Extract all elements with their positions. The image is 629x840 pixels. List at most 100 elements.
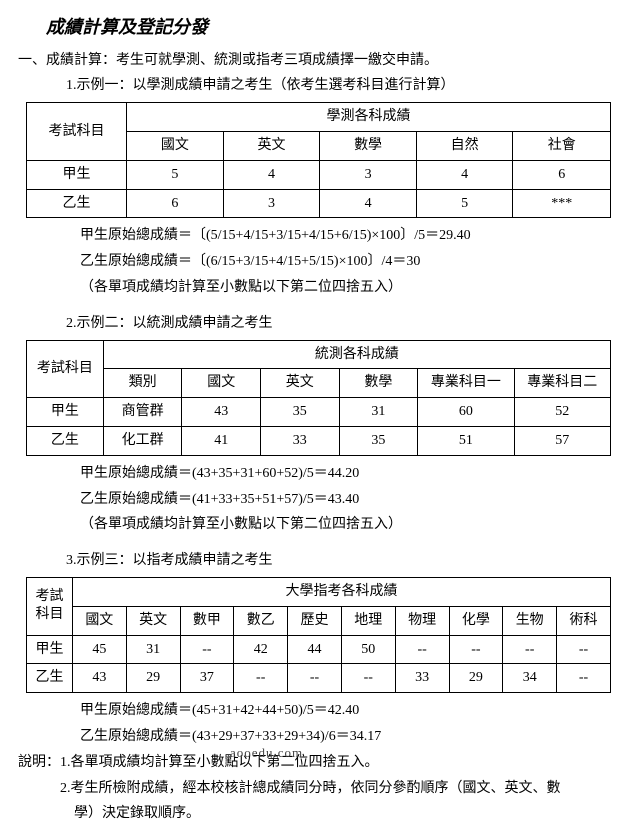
t2-rowlabel: 甲生 (27, 398, 104, 427)
t3-col: 生物 (503, 606, 557, 635)
example2-label: 2.示例二：以統測成績申請之考生 (18, 312, 611, 336)
t3-col-row: 國文 英文 數甲 數乙 歷史 地理 物理 化學 生物 術科 (27, 606, 611, 635)
t3-rowlabel: 乙生 (27, 664, 73, 693)
t2-cell: 33 (261, 426, 340, 455)
table-3: 考試科目 大學指考各科成績 國文 英文 數甲 數乙 歷史 地理 物理 化學 生物… (26, 577, 611, 693)
t2-col: 專業科目二 (514, 369, 610, 398)
t3-merge-header: 大學指考各科成績 (72, 577, 610, 606)
t2-merge-header: 統測各科成績 (103, 340, 610, 369)
ex2-calc1: 甲生原始總成績＝(43+35+31+60+52)/5＝44.20 (18, 462, 611, 486)
t3-cell: 33 (395, 664, 449, 693)
t3-col: 數乙 (234, 606, 288, 635)
ex1-note: （各單項成績均計算至小數點以下第二位四捨五入） (18, 276, 611, 300)
t1-cell: 5 (416, 189, 513, 218)
t3-sh-l2: 科目 (35, 607, 63, 622)
notes-2b: 學）決定錄取順序。 (18, 802, 611, 826)
t2-cell: 化工群 (103, 426, 182, 455)
t3-cell: 50 (341, 635, 395, 664)
t1-col: 數學 (320, 131, 417, 160)
t1-cell: 4 (416, 160, 513, 189)
t2-col: 國文 (182, 369, 261, 398)
t2-cell: 35 (261, 398, 340, 427)
t3-col: 歷史 (288, 606, 342, 635)
ex3-calc2: 乙生原始總成績＝(43+29+37+33+29+34)/6＝34.17 (18, 725, 611, 749)
t3-cell: 31 (126, 635, 180, 664)
ex1-calc2: 乙生原始總成績＝〔(6/15+3/15+4/15+5/15)×100〕/4＝30 (18, 250, 611, 274)
t1-cell: 5 (127, 160, 224, 189)
page-title: 成績計算及登記分發 (46, 12, 611, 43)
t1-cell: 4 (320, 189, 417, 218)
t2-cell: 60 (418, 398, 514, 427)
t2-rowlabel: 乙生 (27, 426, 104, 455)
notes-1: 說明：1.各單項成績均計算至小數點以下第二位四捨五入。 (18, 751, 611, 775)
t1-cell: 4 (223, 160, 320, 189)
notes-2a: 2.考生所檢附成績，經本校核計總成績同分時，依同分參酌順序（國文、英文、數 (18, 777, 611, 801)
t3-col: 術科 (557, 606, 611, 635)
t2-cell: 31 (339, 398, 418, 427)
t3-cell: 44 (288, 635, 342, 664)
ex2-note: （各單項成績均計算至小數點以下第二位四捨五入） (18, 513, 611, 537)
t3-rowlabel: 甲生 (27, 635, 73, 664)
t3-col: 國文 (72, 606, 126, 635)
t1-subject-header: 考試科目 (27, 103, 127, 161)
t3-cell: -- (557, 635, 611, 664)
t1-col: 國文 (127, 131, 224, 160)
watermark-text: aooedu.com (230, 742, 303, 764)
t1-col: 自然 (416, 131, 513, 160)
t3-cell: -- (395, 635, 449, 664)
table-row: 甲生 45 31 -- 42 44 50 -- -- -- -- (27, 635, 611, 664)
t2-cell: 商管群 (103, 398, 182, 427)
t2-cell: 57 (514, 426, 610, 455)
t2-col-row: 類別 國文 英文 數學 專業科目一 專業科目二 (27, 369, 611, 398)
t2-col: 類別 (103, 369, 182, 398)
table-row: 乙生 化工群 41 33 35 51 57 (27, 426, 611, 455)
t3-cell: 42 (234, 635, 288, 664)
t1-cell: 6 (513, 160, 611, 189)
table-1: 考試科目 學測各科成績 國文 英文 數學 自然 社會 甲生 5 4 3 4 6 … (26, 102, 611, 218)
t1-cell: 3 (223, 189, 320, 218)
t2-cell: 43 (182, 398, 261, 427)
t2-col: 數學 (339, 369, 418, 398)
t1-rowlabel: 甲生 (27, 160, 127, 189)
t2-col: 英文 (261, 369, 340, 398)
t2-cell: 51 (418, 426, 514, 455)
t3-cell: -- (234, 664, 288, 693)
t3-cell: 45 (72, 635, 126, 664)
t3-col: 英文 (126, 606, 180, 635)
t3-cell: -- (557, 664, 611, 693)
t3-cell: -- (180, 635, 234, 664)
t2-cell: 41 (182, 426, 261, 455)
table-row: 甲生 商管群 43 35 31 60 52 (27, 398, 611, 427)
t1-cell: *** (513, 189, 611, 218)
t2-cell: 35 (339, 426, 418, 455)
table-row: 甲生 5 4 3 4 6 (27, 160, 611, 189)
t1-cell: 3 (320, 160, 417, 189)
table-row: 乙生 6 3 4 5 *** (27, 189, 611, 218)
t3-cell: 34 (503, 664, 557, 693)
t3-cell: 43 (72, 664, 126, 693)
ex2-calc2: 乙生原始總成績＝(41+33+35+51+57)/5＝43.40 (18, 488, 611, 512)
t3-col: 物理 (395, 606, 449, 635)
t3-cell: -- (503, 635, 557, 664)
t3-col: 數甲 (180, 606, 234, 635)
ex1-calc1: 甲生原始總成績＝〔(5/15+4/15+3/15+4/15+6/15)×100〕… (18, 224, 611, 248)
t3-cell: 37 (180, 664, 234, 693)
t3-cell: -- (449, 635, 503, 664)
t1-rowlabel: 乙生 (27, 189, 127, 218)
ex3-calc1: 甲生原始總成績＝(45+31+42+44+50)/5＝42.40 (18, 699, 611, 723)
t3-col: 化學 (449, 606, 503, 635)
intro-text: 一、成績計算：考生可就學測、統測或指考三項成績擇一繳交申請。 (18, 49, 611, 73)
t3-subject-header: 考試科目 (27, 577, 73, 635)
t1-merge-header: 學測各科成績 (127, 103, 611, 132)
t3-cell: -- (341, 664, 395, 693)
t2-col: 專業科目一 (418, 369, 514, 398)
t3-cell: -- (288, 664, 342, 693)
t3-cell: 29 (126, 664, 180, 693)
table-2: 考試科目 統測各科成績 類別 國文 英文 數學 專業科目一 專業科目二 甲生 商… (26, 340, 611, 456)
t3-sh-l1: 考試 (35, 589, 63, 604)
t2-subject-header: 考試科目 (27, 340, 104, 398)
table-row: 乙生 43 29 37 -- -- -- 33 29 34 -- (27, 664, 611, 693)
example3-label: 3.示例三：以指考成績申請之考生 (18, 549, 611, 573)
t3-col: 地理 (341, 606, 395, 635)
example1-label: 1.示例一：以學測成績申請之考生（依考生選考科目進行計算） (18, 74, 611, 98)
